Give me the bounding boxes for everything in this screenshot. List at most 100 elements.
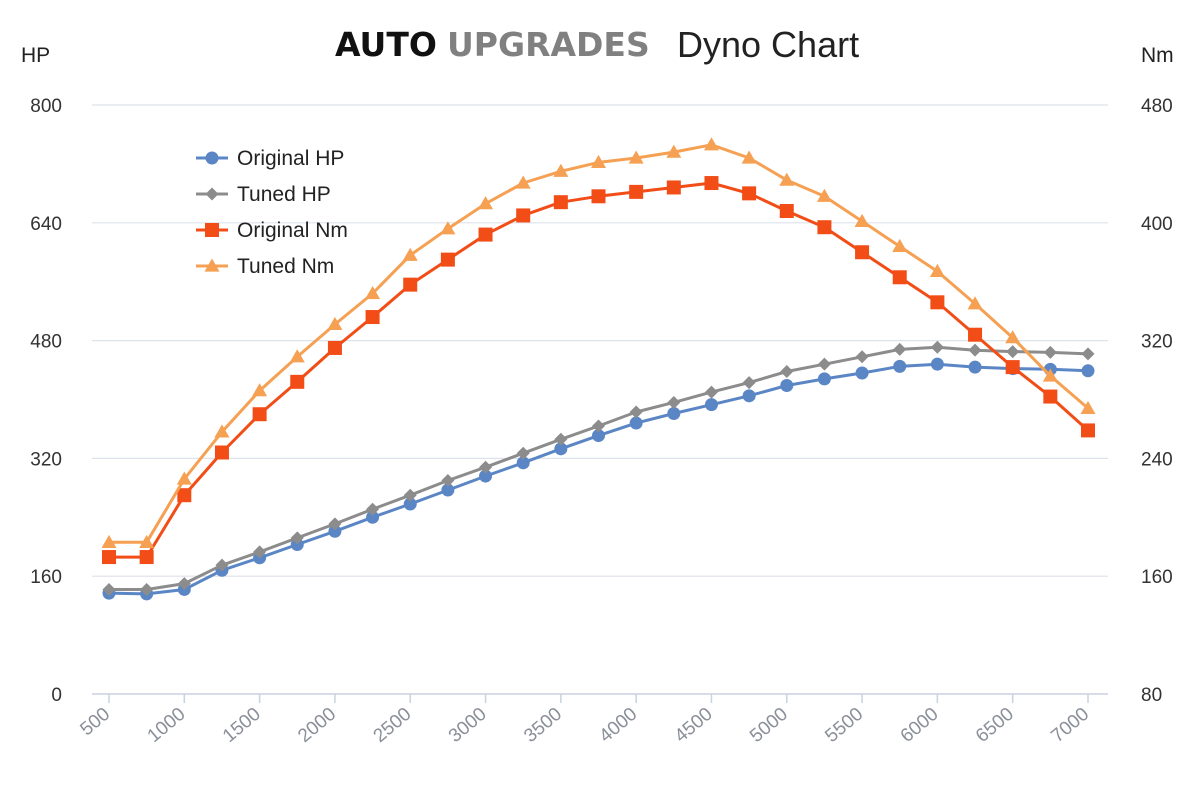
y-tick-left-640: 640 bbox=[30, 214, 62, 235]
point-original-hp-2000 bbox=[328, 524, 342, 538]
point-original-hp-4750 bbox=[742, 389, 756, 403]
point-original-hp-3250 bbox=[516, 456, 530, 470]
gridlines bbox=[92, 104, 1108, 577]
point-tuned-hp-4250 bbox=[667, 395, 681, 409]
x-tick-1000: 1000 bbox=[144, 704, 190, 747]
x-tick-500: 500 bbox=[76, 704, 114, 740]
point-tuned-hp-2000 bbox=[328, 517, 342, 531]
point-original-hp-4500 bbox=[704, 398, 718, 412]
y-tick-left-320: 320 bbox=[30, 449, 62, 470]
legend-label-tuned-nm: Tuned Nm bbox=[237, 255, 334, 278]
point-tuned-hp-1250 bbox=[215, 558, 229, 572]
point-original-nm-6750 bbox=[1043, 389, 1058, 404]
point-original-nm-5000 bbox=[779, 204, 794, 219]
point-tuned-nm-1250 bbox=[214, 424, 230, 438]
legend-label-original-nm: Original Nm bbox=[237, 219, 348, 242]
point-tuned-hp-3500 bbox=[554, 432, 568, 446]
point-original-hp-7000 bbox=[1081, 364, 1095, 378]
x-tick-5000: 5000 bbox=[746, 704, 792, 747]
point-tuned-hp-5500 bbox=[855, 350, 869, 364]
point-original-hp-5500 bbox=[855, 366, 869, 380]
point-original-hp-5000 bbox=[780, 379, 794, 393]
point-original-hp-3500 bbox=[554, 442, 568, 456]
legend-label-original-hp: Original HP bbox=[237, 147, 344, 170]
point-original-nm-1000 bbox=[177, 488, 192, 503]
legend-item-tuned-hp: Tuned HP bbox=[196, 183, 331, 206]
point-original-hp-5250 bbox=[817, 372, 831, 386]
y-axis-right: 80 160 240 320 400 480 bbox=[1141, 96, 1173, 706]
point-tuned-nm-2000 bbox=[327, 316, 343, 331]
point-original-nm-2250 bbox=[365, 310, 380, 325]
x-tick-4500: 4500 bbox=[671, 704, 717, 747]
point-original-nm-5250 bbox=[817, 220, 832, 235]
point-tuned-hp-5750 bbox=[893, 342, 907, 356]
legend-label-tuned-hp: Tuned HP bbox=[237, 183, 331, 206]
x-tick-7000: 7000 bbox=[1047, 704, 1093, 747]
point-tuned-nm-5000 bbox=[779, 172, 795, 186]
point-tuned-hp-6500 bbox=[1006, 345, 1020, 359]
point-original-nm-500 bbox=[102, 550, 116, 565]
x-axis: 500 1000 1500 2000 2500 3000 3500 4000 4500 5000 5… bbox=[76, 693, 1108, 747]
point-original-hp-4250 bbox=[667, 406, 681, 420]
legend-marker-original-nm bbox=[205, 223, 219, 237]
point-tuned-nm-5250 bbox=[816, 188, 832, 202]
point-original-nm-1250 bbox=[214, 445, 229, 460]
point-tuned-hp-1500 bbox=[253, 545, 267, 559]
point-tuned-nm-6250 bbox=[967, 296, 983, 310]
y-tick-left-160: 160 bbox=[30, 567, 62, 588]
series-plot-area bbox=[101, 137, 1096, 601]
point-tuned-nm-4250 bbox=[666, 144, 682, 158]
point-tuned-nm-6500 bbox=[1005, 330, 1021, 344]
point-original-nm-3250 bbox=[516, 208, 531, 223]
point-tuned-hp-5000 bbox=[780, 365, 794, 379]
y-tick-right-240: 240 bbox=[1141, 449, 1173, 470]
point-original-nm-2750 bbox=[440, 252, 455, 267]
point-tuned-hp-2750 bbox=[441, 473, 455, 487]
y-tick-left-800: 800 bbox=[30, 96, 62, 117]
point-tuned-hp-1000 bbox=[177, 577, 191, 591]
point-tuned-nm-6000 bbox=[929, 263, 945, 278]
point-tuned-hp-3750 bbox=[592, 419, 605, 433]
point-tuned-nm-1750 bbox=[289, 349, 305, 363]
point-original-nm-6000 bbox=[930, 295, 945, 310]
point-original-nm-3000 bbox=[478, 227, 493, 242]
point-original-nm-6500 bbox=[1005, 360, 1020, 375]
point-tuned-nm-3250 bbox=[515, 175, 531, 189]
y-tick-right-160: 160 bbox=[1141, 567, 1173, 588]
point-original-nm-6250 bbox=[968, 327, 983, 342]
point-tuned-hp-3250 bbox=[516, 446, 530, 460]
y-tick-right-80: 80 bbox=[1141, 685, 1162, 706]
legend-item-original-nm: Original Nm bbox=[196, 219, 348, 242]
chart-title: Dyno Chart bbox=[677, 24, 859, 65]
point-original-nm-4000 bbox=[629, 184, 644, 199]
x-tick-3500: 3500 bbox=[520, 704, 566, 747]
x-tick-3000: 3000 bbox=[445, 704, 491, 747]
point-original-nm-1500 bbox=[252, 407, 267, 422]
point-tuned-nm-4500 bbox=[703, 137, 719, 151]
legend-item-original-hp: Original HP bbox=[196, 147, 344, 170]
point-original-nm-7000 bbox=[1081, 423, 1095, 438]
y-tick-right-400: 400 bbox=[1141, 214, 1173, 235]
point-original-nm-2500 bbox=[403, 277, 418, 292]
y-tick-right-480: 480 bbox=[1141, 96, 1173, 117]
series-tuned-hp bbox=[102, 340, 1095, 596]
point-original-nm-5750 bbox=[892, 270, 907, 285]
point-original-nm-3500 bbox=[553, 195, 568, 210]
point-original-hp-5750 bbox=[893, 359, 907, 373]
x-tick-6000: 6000 bbox=[897, 704, 943, 747]
point-original-hp-2750 bbox=[441, 483, 455, 497]
y-tick-right-320: 320 bbox=[1141, 332, 1173, 353]
point-tuned-hp-4000 bbox=[629, 405, 643, 419]
point-tuned-hp-2250 bbox=[366, 502, 380, 516]
point-tuned-nm-5500 bbox=[854, 213, 870, 227]
point-tuned-hp-1750 bbox=[290, 531, 304, 545]
point-tuned-nm-3500 bbox=[553, 163, 569, 177]
legend: Original HP Tuned HP Original Nm Tuned Nm bbox=[196, 147, 348, 278]
x-tick-5500: 5500 bbox=[821, 704, 867, 747]
point-original-hp-3000 bbox=[479, 469, 493, 483]
point-tuned-hp-4750 bbox=[742, 376, 756, 390]
point-tuned-hp-6250 bbox=[968, 343, 982, 357]
chart-title-brand-auto: AUTO bbox=[335, 25, 437, 64]
point-tuned-hp-500 bbox=[102, 582, 116, 596]
point-original-hp-1750 bbox=[290, 538, 304, 552]
